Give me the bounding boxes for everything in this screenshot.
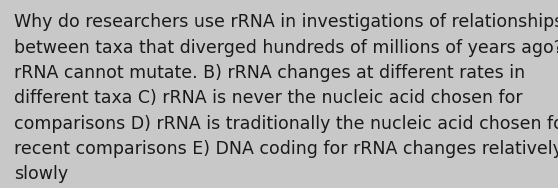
Text: between taxa that diverged hundreds of millions of years ago? A): between taxa that diverged hundreds of m…: [14, 39, 558, 57]
Text: different taxa C) rRNA is never the nucleic acid chosen for: different taxa C) rRNA is never the nucl…: [14, 89, 523, 107]
Text: recent comparisons E) DNA coding for rRNA changes relatively: recent comparisons E) DNA coding for rRN…: [14, 140, 558, 158]
Text: Why do researchers use rRNA in investigations of relationships: Why do researchers use rRNA in investiga…: [14, 13, 558, 31]
Text: rRNA cannot mutate. B) rRNA changes at different rates in: rRNA cannot mutate. B) rRNA changes at d…: [14, 64, 525, 82]
Text: slowly: slowly: [14, 165, 68, 183]
Text: comparisons D) rRNA is traditionally the nucleic acid chosen for: comparisons D) rRNA is traditionally the…: [14, 115, 558, 133]
